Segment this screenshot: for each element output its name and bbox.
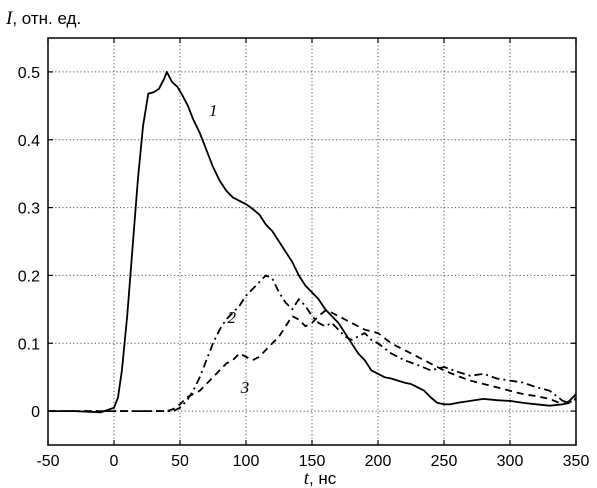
y-tick-label: 0.4 bbox=[18, 133, 40, 150]
x-tick-label: -50 bbox=[36, 453, 59, 470]
y-tick-label: 0.5 bbox=[18, 65, 40, 82]
y-tick-label: 0.2 bbox=[18, 268, 40, 285]
series-line-1 bbox=[48, 71, 577, 414]
y-tick-label: 0.1 bbox=[18, 336, 40, 353]
x-tick-label: 200 bbox=[365, 453, 392, 470]
grid-lines bbox=[48, 38, 576, 445]
series-line-2 bbox=[48, 274, 577, 412]
x-tick-label: 0 bbox=[110, 453, 119, 470]
x-axis-variable: t bbox=[304, 468, 310, 488]
series-label-2: 2 bbox=[228, 308, 237, 327]
y-axis-variable: I bbox=[5, 8, 14, 29]
series-label-1: 1 bbox=[209, 101, 218, 120]
x-axis-unit: , нс bbox=[309, 469, 337, 488]
x-tick-label: 250 bbox=[431, 453, 458, 470]
y-tick-labels: 0 0.1 0.2 0.3 0.4 0.5 bbox=[18, 65, 40, 421]
x-tick-label: 350 bbox=[563, 453, 590, 470]
series-line-3 bbox=[48, 309, 577, 412]
y-axis-unit: , отн. ед. bbox=[12, 9, 81, 28]
x-tick-label: 50 bbox=[171, 453, 189, 470]
series-label-3: 3 bbox=[240, 378, 250, 397]
tick-marks bbox=[47, 38, 577, 445]
x-tick-label: 100 bbox=[233, 453, 260, 470]
x-axis-label: t, нс bbox=[304, 468, 337, 488]
y-tick-label: 0 bbox=[31, 404, 40, 421]
y-tick-label: 0.3 bbox=[18, 201, 40, 218]
x-tick-label: 150 bbox=[299, 453, 326, 470]
y-axis-label: I, отн. ед. bbox=[5, 8, 81, 29]
series-lines bbox=[48, 71, 577, 414]
x-tick-label: 300 bbox=[497, 453, 524, 470]
x-tick-labels: -50 0 50 100 150 200 250 300 350 bbox=[36, 453, 589, 470]
series-labels: 1 2 3 bbox=[209, 101, 249, 397]
